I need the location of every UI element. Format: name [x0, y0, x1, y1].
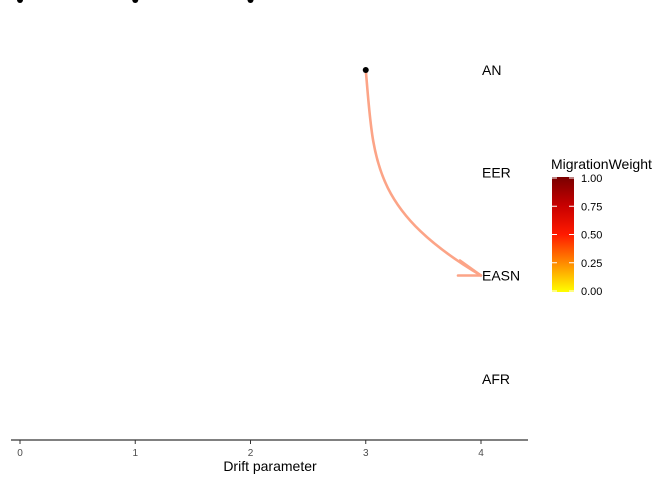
- tree-nodes: [17, 0, 369, 73]
- node-point-n1: [132, 0, 139, 3]
- x-tick-label-0: 0: [17, 448, 23, 459]
- tip-label-EASN: EASN: [482, 268, 520, 284]
- tip-label-EER: EER: [482, 165, 511, 181]
- tip-labels: AN EER EASN AFR: [482, 62, 520, 387]
- migration-edges: [364, 68, 483, 277]
- legend-tick-label-1: 0.75: [581, 201, 602, 213]
- legend-tick-label-0: 1.00: [581, 173, 602, 185]
- node-point-n2: [247, 0, 254, 3]
- node-point-n3: [362, 67, 369, 73]
- tip-label-AN: AN: [482, 62, 501, 78]
- x-tick-label-4: 4: [478, 448, 484, 459]
- legend-title: MigrationWeight: [551, 156, 652, 172]
- legend-ticks: 1.00 0.75 0.50 0.25 0.00: [552, 173, 602, 298]
- x-axis-title: Drift parameter: [223, 458, 317, 474]
- tip-label-AFR: AFR: [482, 371, 510, 387]
- x-axis-ticks: 0 1 2 3 4: [17, 440, 484, 459]
- legend-colorbar: [552, 177, 574, 292]
- migration-arrow: [364, 68, 483, 277]
- node-point-root: [17, 0, 23, 3]
- legend-tick-label-3: 0.25: [581, 258, 602, 270]
- x-tick-label-2: 2: [248, 448, 254, 459]
- migration-arrowhead: [456, 259, 483, 277]
- legend: MigrationWeight 1.00 0.75 0.50 0.25 0.00: [551, 156, 652, 298]
- x-tick-label-3: 3: [363, 448, 369, 459]
- legend-tick-label-4: 0.00: [581, 286, 602, 298]
- x-tick-label-1: 1: [132, 448, 138, 459]
- legend-tick-label-2: 0.50: [581, 230, 602, 242]
